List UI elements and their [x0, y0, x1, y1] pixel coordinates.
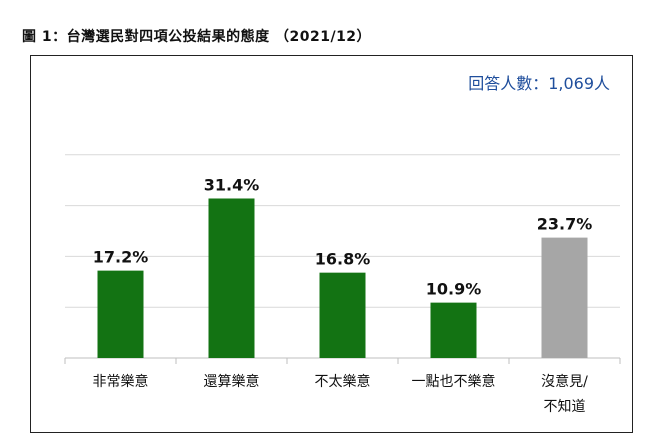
- figure-title: 圖 1：台灣選民對四項公投結果的態度 （2021/12）: [22, 29, 372, 45]
- data-label-2: 31.4%: [204, 175, 260, 194]
- category-label-5: 不知道: [544, 398, 586, 415]
- sample-size-label: 回答人數：1,069人: [468, 74, 610, 93]
- bar-1: [97, 270, 144, 358]
- category-label-3: 不太樂意: [315, 373, 371, 390]
- data-label-3: 16.8%: [315, 250, 371, 269]
- bar-3: [319, 272, 366, 358]
- category-label-5: 沒意見/: [541, 373, 588, 390]
- data-label-5: 23.7%: [537, 215, 593, 234]
- bar-5: [541, 237, 588, 358]
- bar-chart: 17.2% 非常樂意 31.4% 還算樂意 16.8% 不太樂意 10.9% 一點也不樂意 23…: [64, 154, 621, 415]
- bar-4: [430, 302, 477, 358]
- bar-2: [208, 198, 255, 358]
- category-label-1: 非常樂意: [93, 373, 149, 390]
- chart-frame: 回答人數：1,069人 17.2% 非常樂意 31.4% 還算樂意 16.8% 不太樂意 1…: [30, 55, 633, 433]
- data-label-1: 17.2%: [93, 248, 149, 267]
- data-label-4: 10.9%: [426, 280, 482, 299]
- category-label-4: 一點也不樂意: [412, 373, 496, 390]
- category-label-2: 還算樂意: [204, 373, 260, 390]
